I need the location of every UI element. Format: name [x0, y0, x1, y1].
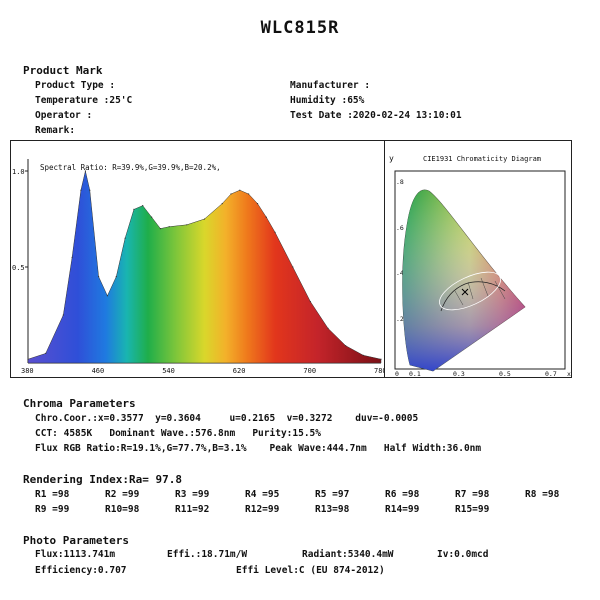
spectrum-point [239, 189, 241, 191]
spectrum-point [203, 218, 206, 220]
rendering-index-value: R11=92 [175, 504, 210, 515]
rendering-heading: Rendering Index:Ra= 97.8 [23, 473, 182, 486]
spectrum-point [309, 301, 311, 303]
rendering-index-value: R9 =99 [35, 504, 70, 515]
cct-line: CCT: 4585K Dominant Wave.:576.8nm Purity… [35, 428, 321, 439]
test-date-field: Test Date :2020-02-24 13:10:01 [290, 110, 462, 121]
rendering-index-value: R2 =99 [105, 489, 140, 500]
cie-x-tick-label: 0.7 [545, 370, 557, 377]
cie-x-tick-label: 0 [395, 370, 399, 377]
spectrum-point [248, 193, 250, 195]
remark-field: Remark: [35, 125, 76, 136]
spectral-ratio-label: Spectral Ratio: R=39.9%,G=39.9%,B=20.2%, [40, 163, 221, 172]
spectrum-point [221, 203, 223, 205]
operator-field: Operator : [35, 110, 93, 121]
rendering-index-value: R14=99 [385, 504, 420, 515]
product-mark-heading: Product Mark [23, 64, 103, 77]
spectrum-point [115, 276, 117, 278]
spectrum-point [106, 295, 108, 297]
rendering-index-value: R15=99 [455, 504, 490, 515]
cie-frame [394, 170, 566, 370]
rendering-index-value: R10=98 [105, 504, 140, 515]
efficiency-value: Efficiency:0.707 [35, 565, 127, 576]
rendering-index-value: R1 =98 [35, 489, 70, 500]
chromaticity-point-marker [461, 288, 469, 296]
spectrum-point [230, 193, 232, 195]
color-ellipse [439, 271, 501, 311]
rendering-index-value: R12=99 [245, 504, 280, 515]
spectrum-point [274, 231, 276, 233]
spectrum-point [159, 228, 161, 230]
report-title: WLC815R [260, 18, 340, 38]
cie-y-tick-label: .2 [396, 315, 404, 323]
cie-x-tick-label: x [567, 370, 571, 377]
cie-horseshoe-blue [402, 189, 525, 371]
spectrum-point [327, 327, 329, 329]
spectrum-x-tick-label: 620 [233, 367, 246, 375]
spectrum-point [62, 314, 64, 316]
spectrum-point [142, 205, 144, 207]
cie-chart: y CIE1931 Chromaticity Diagram .8.6.4.2 … [389, 154, 571, 377]
spectrum-point [98, 276, 100, 278]
spectrum-x-tick-label: 540 [162, 367, 175, 375]
charts-panel: Spectral Ratio: R=39.9%,G=39.9%,B=20.2%,… [10, 140, 572, 378]
spectrum-y-tick-label: 1.0 [12, 168, 25, 176]
chroma-coordinates: Chro.Coor.:x=0.3577 y=0.3604 u=0.2165 v=… [35, 413, 419, 424]
spectrum-x-tick-label: 700 [303, 367, 316, 375]
rendering-index-value: R6 =98 [385, 489, 420, 500]
chroma-heading: Chroma Parameters [23, 397, 136, 410]
cie-y-tick-label: .8 [396, 178, 404, 186]
rendering-index-value: R3 =99 [175, 489, 210, 500]
panel-divider [384, 141, 385, 377]
product-type-field: Product Type : [35, 80, 116, 91]
spectrum-point [124, 237, 126, 239]
planckian-locus [440, 281, 506, 312]
cie-x-tick-label: 0.3 [453, 370, 465, 377]
radiant-value: Radiant:5340.4mW [302, 549, 394, 560]
spectrum-point [292, 266, 294, 268]
spectrum-point [168, 226, 170, 228]
spectrum-point [27, 358, 29, 360]
spectrum-point [345, 345, 347, 347]
spectrum-point [265, 216, 267, 218]
rendering-index-value: R8 =98 [525, 489, 560, 500]
spectrum-point [71, 256, 73, 258]
humidity-field: Humidity :65% [290, 95, 365, 106]
spectrum-x-tick-label: 380 [21, 367, 34, 375]
flux-rgb-line: Flux RGB Ratio:R=19.1%,G=77.7%,B=3.1% Pe… [35, 443, 482, 454]
spectrum-chart: Spectral Ratio: R=39.9%,G=39.9%,B=20.2%,… [12, 159, 384, 375]
cie-x-tick-label: 0.1 [409, 370, 421, 377]
temperature-field: Temperature :25'C [35, 95, 133, 106]
spectrum-point [256, 203, 259, 205]
isotemp-lines [454, 277, 506, 306]
spectrum-point [45, 352, 47, 354]
effi-value: Effi.:18.71m/W [167, 549, 248, 560]
spectrum-point [380, 358, 382, 360]
spectrum-point [84, 170, 86, 172]
spectrum-point [133, 208, 135, 210]
rendering-index-value: R5 =97 [315, 489, 350, 500]
spectrum-area [27, 170, 382, 364]
rendering-index-value: R4 =95 [245, 489, 280, 500]
spectrum-point [362, 354, 364, 356]
cie-y-tick-label: .6 [396, 224, 404, 232]
flux-value: Flux:1113.741m [35, 549, 116, 560]
rendering-index-value: R13=98 [315, 504, 350, 515]
spectrum-point [186, 224, 188, 226]
spectrum-point [151, 216, 153, 218]
cie-title: CIE1931 Chromaticity Diagram [423, 155, 541, 163]
spectrum-point [80, 189, 82, 191]
photo-heading: Photo Parameters [23, 534, 129, 547]
spectrum-x-tick-label: 460 [92, 367, 105, 375]
spectrum-y-tick-label: 0.5 [12, 264, 25, 272]
effi-level-value: Effi Level:C (EU 874-2012) [236, 565, 385, 576]
rendering-index-value: R7 =98 [455, 489, 490, 500]
manufacturer-field: Manufacturer : [290, 80, 371, 91]
cie-y-label: y [389, 154, 394, 163]
iv-value: Iv:0.0mcd [437, 549, 489, 560]
spectrum-x-tick-label: 780 [374, 367, 384, 375]
cie-x-tick-label: 0.5 [499, 370, 511, 377]
spectrum-point [89, 189, 91, 191]
cie-y-tick-label: .4 [396, 269, 404, 277]
